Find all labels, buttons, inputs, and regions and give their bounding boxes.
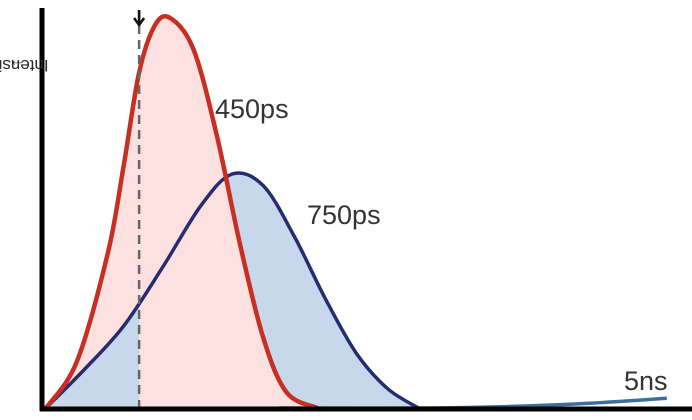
label-750ps: 750ps (307, 200, 381, 230)
marker-arrow (134, 10, 144, 25)
y-axis-label: Intensity → (4, 0, 30, 130)
label-5ns: 5ns (624, 366, 668, 396)
up-arrow-icon: → (9, 55, 26, 75)
label-450ps: 450ps (215, 94, 289, 124)
